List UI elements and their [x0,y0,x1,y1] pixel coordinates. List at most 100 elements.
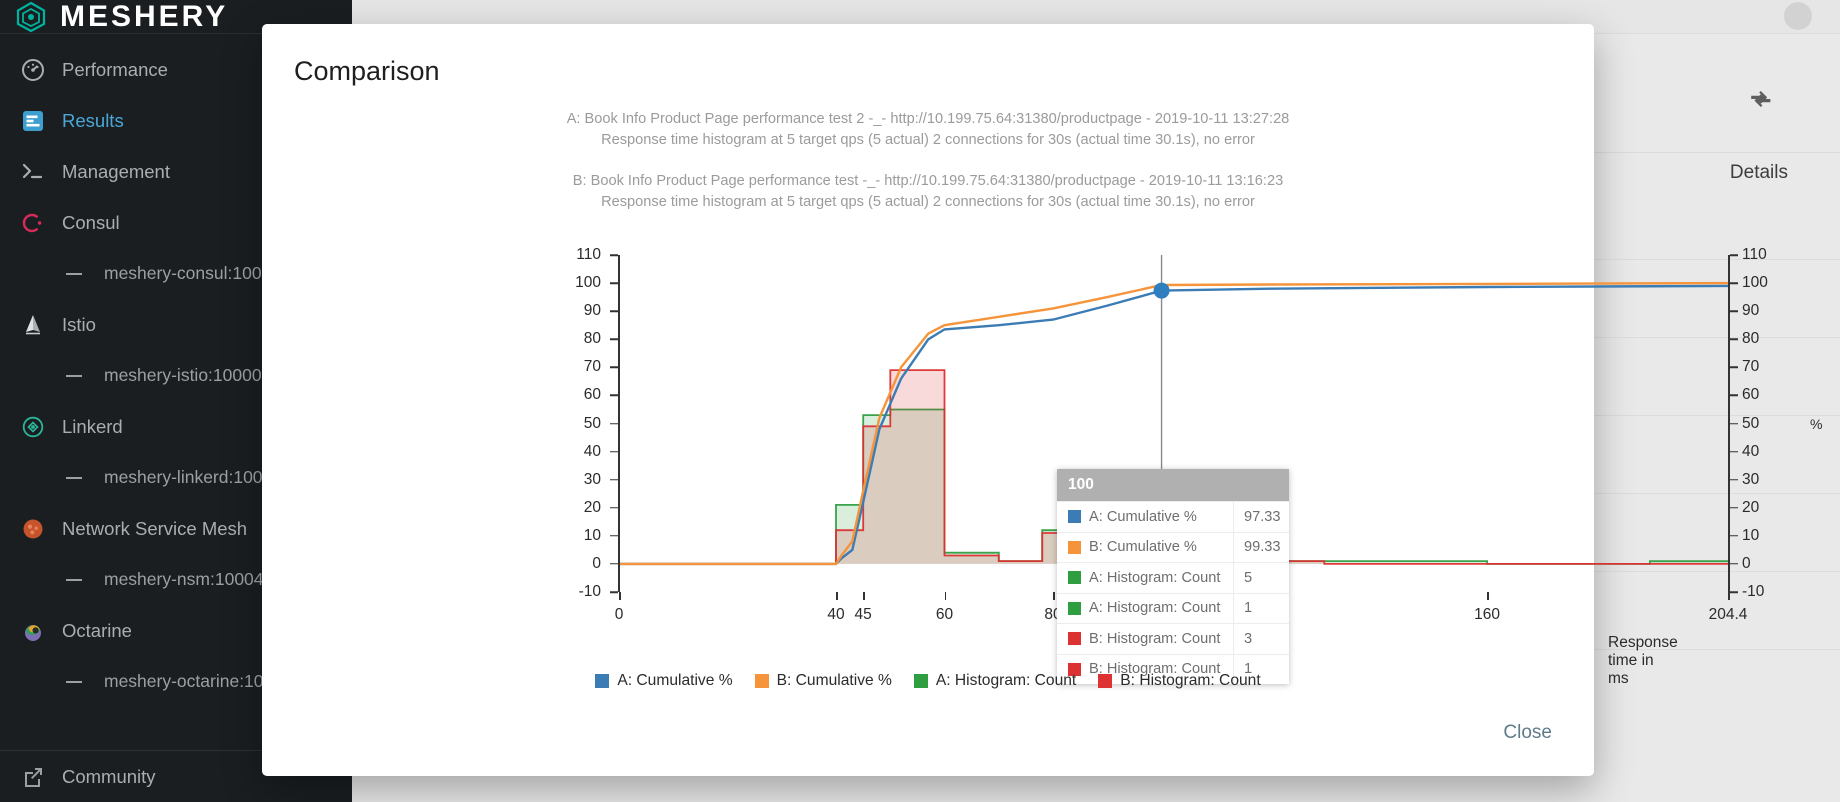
brand[interactable]: MESHERY [0,0,352,34]
y-tick-mark-right [1730,310,1738,312]
sidebar-item-consul[interactable]: Consul [0,197,352,248]
y-tick-label-right: 90 [1742,302,1760,320]
sidebar-item-label: Linkerd [62,415,123,437]
tooltip-swatch [1068,510,1081,524]
compare-arrows-icon[interactable] [1746,84,1778,114]
y-tick-mark-right [1730,254,1738,256]
sidebar-item-performance[interactable]: Performance [0,44,352,95]
y-tick-mark-left [610,507,618,509]
y-tick-label-right: 40 [1742,442,1760,460]
avatar[interactable] [1784,2,1812,30]
y-tick-label-left: 20 [583,498,601,516]
toolbar: Details [352,34,1840,183]
y-tick-label-right: 10 [1742,526,1760,544]
histogram-area-B: Histogram: Count [619,370,1728,564]
sidebar-item-meshery-istio-10000[interactable]: meshery-istio:10000 [0,350,352,401]
y-tick-label-left: 60 [583,386,601,404]
sidebar-item-results[interactable]: Results [0,95,352,146]
brand-text: MESHERY [60,0,229,33]
tooltip-swatch [1068,632,1081,646]
y-tick-label-right: 60 [1742,386,1760,404]
y-axis-left [618,255,620,592]
details-column-header: Details [1729,162,1788,183]
x-tick-mark [1728,592,1730,600]
y-tick-mark-right [1730,478,1738,481]
sidebar-bottom: Community [0,732,352,802]
close-button[interactable]: Close [1503,722,1552,743]
y-tick-label-right: 50 [1742,414,1760,432]
y-tick-label-right: 20 [1742,498,1760,516]
sidebar-item-octarine[interactable]: Octarine [0,605,352,656]
sidebar-item-meshery-linkerd-10001[interactable]: meshery-linkerd:10001 [0,452,352,503]
cumulative-line-B: Cumulative % [619,281,1728,566]
tooltip-series-name: B: Histogram: Count [1089,630,1221,647]
tooltip-swatch [1068,601,1081,615]
legend-label: A: Cumulative % [617,672,733,689]
dash-icon [62,465,88,491]
legend-label: B: Histogram: Count [1120,672,1261,689]
chart-tooltip: 100 A: Cumulative % 97.33 B: Cumulative % 9… [1057,469,1289,684]
tooltip-row: A: Cumulative % 97.33 [1057,501,1289,532]
tooltip-row: B: Histogram: Count 3 [1057,623,1289,654]
legend-item[interactable]: A: Cumulative % [595,672,733,690]
x-tick-mark [1053,592,1055,600]
tooltip-value: 3 [1233,624,1289,654]
sidebar-item-meshery-consul-10000[interactable]: meshery-consul:10000 [0,248,352,299]
y-tick-mark-right [1730,422,1738,425]
dash-icon [62,567,88,593]
subtitle-a-line2: Response time histogram at 5 target qps … [601,132,1255,148]
subtitle-a-line1: A: Book Info Product Page performance te… [566,111,1290,127]
tooltip-series-name: A: Histogram: Count [1089,569,1221,586]
y-tick-mark-left [610,366,618,369]
x-tick-label: 60 [935,606,954,623]
sidebar-item-meshery-octarine-10002[interactable]: meshery-octarine:10002 [0,656,352,707]
legend-swatch [595,674,610,688]
linkerd-icon [20,414,46,440]
tooltip-value: 99.33 [1233,532,1289,562]
y-tick-mark-right [1730,450,1738,453]
y-tick-label-left: 50 [583,414,601,432]
x-tick-mark [863,592,865,600]
modal-title: Comparison [294,56,440,86]
comparison-chart[interactable]: 110 110 100 100 90 90 80 80 70 70 60 60 50 50 40 40 30 30… [262,223,1822,687]
tooltip-row: B: Cumulative % 99.33 [1057,531,1289,562]
meshery-logo-icon [14,0,48,34]
sidebar-nav: Performance Results Management Consul mesher… [0,34,352,707]
sidebar-item-community[interactable]: Community [0,751,352,802]
legend-item[interactable]: B: Cumulative % [754,672,892,690]
sidebar-item-meshery-nsm-10004[interactable]: meshery-nsm:10004 [0,554,352,605]
cursor-point-marker[interactable] [1153,282,1170,299]
sidebar-item-management[interactable]: Management [0,146,352,197]
legend-swatch [754,674,769,688]
cumulative-line-A: Cumulative % [619,284,1728,566]
chart-subtitles: A: Book Info Product Page performance te… [262,87,1594,213]
y-tick-mark-left [610,563,618,565]
tooltip-row: B: Histogram: Count 1 [1057,653,1289,684]
sidebar-item-istio[interactable]: Istio [0,299,352,350]
y-tick-label-right: -10 [1742,583,1765,600]
x-tick-label: 160 [1474,606,1501,623]
tooltip-rows: A: Cumulative % 97.33 B: Cumulative % 99.33… [1057,501,1289,684]
tooltip-series-name: A: Histogram: Count [1089,600,1221,617]
legend-item[interactable]: A: Histogram: Count [913,672,1077,690]
x-tick-mark [944,592,947,600]
sidebar-item-linkerd[interactable]: Linkerd [0,401,352,452]
y-tick-mark-left [610,282,618,284]
tooltip-value: 1 [1233,593,1289,623]
subtitle-b-line2: Response time histogram at 5 target qps … [601,194,1255,210]
y-tick-mark-right [1730,394,1738,397]
x-axis-title: Response time in ms [1608,634,1678,687]
consul-icon [20,210,46,236]
y-tick-label-right: 30 [1742,470,1760,488]
legend-item[interactable]: B: Histogram: Count [1098,672,1261,690]
x-tick-mark [619,592,621,600]
tooltip-swatch [1068,662,1081,676]
x-tick-label: 40 [827,606,845,623]
tooltip-series-name: B: Cumulative % [1089,539,1197,556]
y-tick-label-left: 80 [583,330,601,348]
results-icon [20,108,46,134]
sidebar-item-network-service-mesh[interactable]: Network Service Mesh [0,503,352,554]
legend-label: A: Histogram: Count [935,672,1077,689]
sidebar-item-label: meshery-nsm:10004 [104,569,264,589]
comparison-modal: Comparison A: Book Info Product Page per… [262,24,1822,776]
